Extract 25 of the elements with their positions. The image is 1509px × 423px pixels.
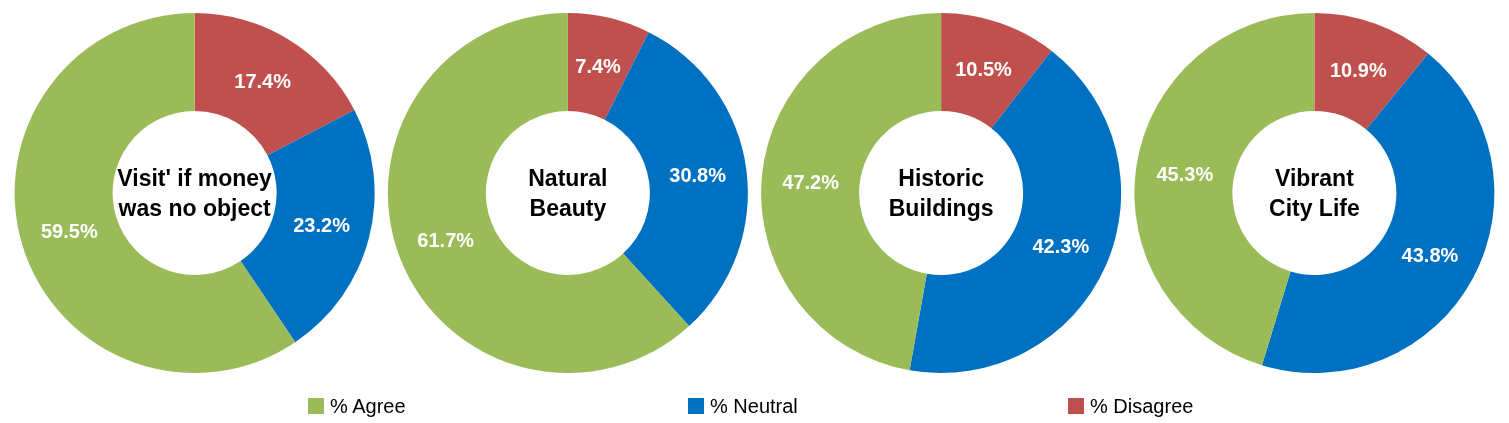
text: Visit' if money was no object	[117, 165, 273, 221]
data-label: 30.8%	[669, 164, 727, 187]
donut-slice	[14, 13, 296, 373]
legend-label: % Neutral	[710, 395, 798, 417]
data-label: 43.8%	[1401, 243, 1459, 266]
data-label: 17.4%	[234, 70, 292, 93]
data-label: 61.7%	[417, 229, 475, 252]
donut-slice	[941, 13, 1052, 129]
data-label: 23.2%	[293, 214, 351, 237]
data-label: 59.5%	[40, 220, 98, 243]
text: Vibrant City Life	[1269, 165, 1360, 221]
data-label: 10.9%	[1330, 58, 1387, 81]
legend-label: % Disagree	[1090, 395, 1194, 417]
data-label: 7.4%	[575, 54, 622, 77]
text: Historic Buildings	[888, 165, 994, 221]
data-label: 42.3%	[1032, 235, 1090, 258]
text: Natural Beauty	[528, 165, 608, 221]
data-label: 45.3%	[1156, 162, 1214, 185]
donut-slice	[194, 13, 355, 156]
legend-label: % Agree	[330, 395, 406, 417]
donut-slice	[1314, 13, 1429, 130]
data-label: 10.5%	[955, 58, 1013, 81]
data-label: 47.2%	[782, 170, 840, 193]
donut-slice	[1261, 53, 1495, 373]
donut-slice	[567, 13, 649, 120]
